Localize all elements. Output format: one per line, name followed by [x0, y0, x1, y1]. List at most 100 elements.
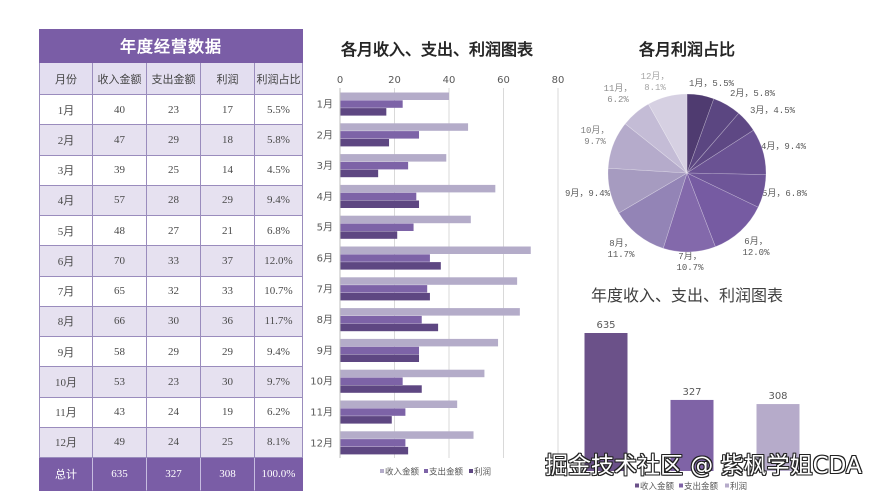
bar-profit — [340, 200, 420, 208]
legend-label: 支出金额 — [429, 467, 464, 478]
bar-income — [340, 92, 449, 100]
x-tick-label: 60 — [497, 75, 510, 86]
pie-slice — [618, 172, 688, 249]
pie-label-month: 11月， — [604, 83, 633, 94]
table-row: 9月 58 29 29 9.4% — [39, 337, 303, 368]
pie-chart-title: 各月利润占比 — [638, 40, 735, 59]
table-row-cell: 6.8% — [255, 216, 303, 247]
bar-profit — [340, 169, 379, 178]
table-row-cell: 9.4% — [255, 337, 303, 368]
legend-label: 收入金额 — [640, 481, 675, 492]
header-row: 月份 收入金额 支出金额 利润 利润占比 — [39, 63, 303, 95]
table-row-cell: 40 — [93, 95, 147, 126]
table-row-cell: 24 — [147, 397, 201, 428]
pie-label-percent: 12.0% — [742, 248, 770, 258]
table-row-cell: 30 — [147, 306, 201, 337]
pie-label-month: 8月， — [609, 238, 632, 249]
table-row-cell: 12.0% — [255, 246, 303, 277]
header-row-cell: 利润占比 — [255, 63, 303, 95]
table-row-cell: 24 — [147, 427, 201, 458]
bar-expense — [340, 254, 430, 262]
column-data-label: 635 — [596, 320, 615, 331]
table-row: 8月 66 30 36 11.7% — [39, 306, 303, 337]
pie-data-label: 1月，5.5% — [689, 78, 735, 89]
pie-slice — [607, 123, 688, 174]
pie-data-label: 3月，4.5% — [750, 105, 796, 116]
table-row-cell: 30 — [201, 367, 255, 398]
category-label: 6月 — [317, 253, 333, 265]
bar-expense — [340, 161, 409, 170]
category-label: 8月 — [317, 314, 333, 326]
table-row-cell: 8.1% — [255, 427, 303, 458]
pie-data-label: 11月， 6.2% — [604, 83, 633, 105]
legend-swatch — [635, 483, 639, 488]
category-label: 1月 — [317, 99, 333, 111]
table-row-cell: 2月 — [39, 125, 93, 156]
pie-label-percent: 11.7% — [607, 250, 635, 260]
total-row: 总计 635 327 308 100.0% — [39, 458, 303, 491]
pie-slice — [648, 93, 688, 175]
table-row-cell: 5月 — [39, 216, 93, 247]
bar-income — [340, 400, 458, 408]
pie-data-label: 5月，6.8% — [762, 188, 808, 199]
bar-expense — [340, 377, 403, 385]
total-row-cell: 308 — [201, 458, 255, 491]
pie-data-label: 8月， 11.7% — [607, 238, 635, 260]
legend-swatch — [679, 483, 683, 488]
table-row-cell: 5.8% — [255, 125, 303, 156]
table-row-cell: 53 — [93, 367, 147, 398]
legend-label: 支出金额 — [684, 481, 719, 492]
bar-profit — [340, 323, 439, 332]
table-row-cell: 11.7% — [255, 306, 303, 337]
bar-expense — [340, 346, 420, 355]
bar-profit — [340, 354, 420, 362]
table-row-cell: 57 — [93, 185, 147, 216]
bar-income — [340, 123, 469, 131]
table-row-cell: 25 — [147, 155, 201, 186]
pie-data-label: 4月，9.4% — [761, 141, 807, 152]
pie-slice — [686, 172, 767, 208]
table-row-cell: 33 — [201, 276, 255, 307]
bar-profit — [340, 231, 398, 239]
table-row-cell: 36 — [201, 306, 255, 337]
table-row-cell: 6月 — [39, 246, 93, 277]
table-row-cell: 29 — [201, 337, 255, 368]
watermark: 掘金技术社区 @ 紫枫学姐CDA — [545, 453, 862, 479]
table-row-cell: 66 — [93, 306, 147, 337]
bar-profit — [340, 292, 430, 301]
bar-income — [340, 277, 518, 285]
table-row-cell: 4月 — [39, 185, 93, 216]
pie-label-percent: 8.1% — [644, 83, 666, 93]
table-row-cell: 17 — [201, 95, 255, 126]
bar-income — [340, 369, 485, 378]
category-label: 12月 — [310, 437, 333, 449]
profit-pie-chart: 各月利润占比 1月，5.5%2月，5.8% 3月，4.5% 4月，9.4% 5月，6.… — [565, 40, 808, 273]
bar-profit — [340, 385, 422, 393]
table-row-cell: 33 — [147, 246, 201, 277]
table-row-cell: 29 — [147, 125, 201, 156]
pie-label-percent: 6.2% — [607, 95, 629, 105]
pie-data-label: 9月，9.4% — [565, 188, 611, 199]
bar-expense — [340, 223, 414, 231]
legend-label: 收入金额 — [385, 467, 420, 478]
table-row: 7月 65 32 33 10.7% — [39, 276, 303, 307]
legend-swatch — [725, 483, 729, 488]
table-row-cell: 29 — [147, 337, 201, 368]
table-row-cell: 9月 — [39, 337, 93, 368]
table-row: 5月 48 27 21 6.8% — [39, 216, 303, 247]
bar-income — [340, 154, 447, 162]
x-tick-label: 0 — [337, 75, 343, 86]
x-tick-label: 40 — [443, 75, 456, 86]
pie-slice — [607, 167, 689, 214]
table-row-cell: 9.7% — [255, 367, 303, 398]
legend-swatch — [380, 469, 384, 473]
table-row-cell: 6.2% — [255, 397, 303, 428]
category-label: 3月 — [317, 160, 333, 172]
header-row-cell: 支出金额 — [147, 63, 201, 95]
bar-income — [340, 308, 520, 316]
bar-profit — [340, 416, 392, 424]
table-row-cell: 11月 — [39, 397, 93, 428]
table-row-cell: 3月 — [39, 155, 93, 186]
bar-expense — [340, 192, 417, 201]
column-data-label: 308 — [768, 391, 787, 402]
